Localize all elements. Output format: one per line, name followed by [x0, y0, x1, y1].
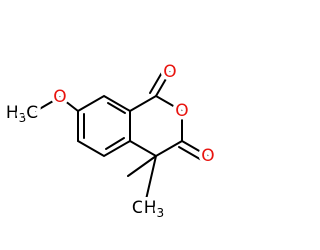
methyl-label-part: 3 — [19, 111, 27, 125]
structure: O O O O H3C CH3 — [2, 59, 218, 224]
methoxy-bond — [59, 96, 79, 112]
carbonyl-bond — [181, 140, 209, 157]
methyl-label: CH3 — [132, 198, 164, 220]
methyl-label-part: C — [26, 103, 38, 123]
lactone-ring — [129, 94, 183, 158]
double-bond — [105, 137, 125, 150]
methyl-bond — [127, 155, 157, 177]
methyl-label-part: H — [144, 198, 157, 218]
carbonyl-bond — [149, 68, 165, 94]
methyl-label-part: 3 — [157, 206, 165, 220]
atom-label: O — [201, 146, 214, 166]
carbonyl-bond — [178, 146, 206, 163]
bonds — [35, 68, 209, 205]
methyl-label-part: H — [6, 103, 19, 123]
methoxy-bond — [35, 96, 61, 112]
methyl-label: H3C — [6, 103, 38, 125]
atom-labels: O O O O H3C CH3 — [2, 59, 218, 224]
atom-label: O — [175, 101, 188, 121]
benzene-ring — [77, 94, 131, 158]
methyl-label-part: C — [132, 198, 144, 218]
atom-label: O — [163, 62, 176, 82]
methyl-bond — [144, 155, 157, 205]
atom-label: O — [53, 87, 66, 107]
double-bond — [107, 102, 126, 114]
carbonyl-bond — [155, 71, 171, 97]
